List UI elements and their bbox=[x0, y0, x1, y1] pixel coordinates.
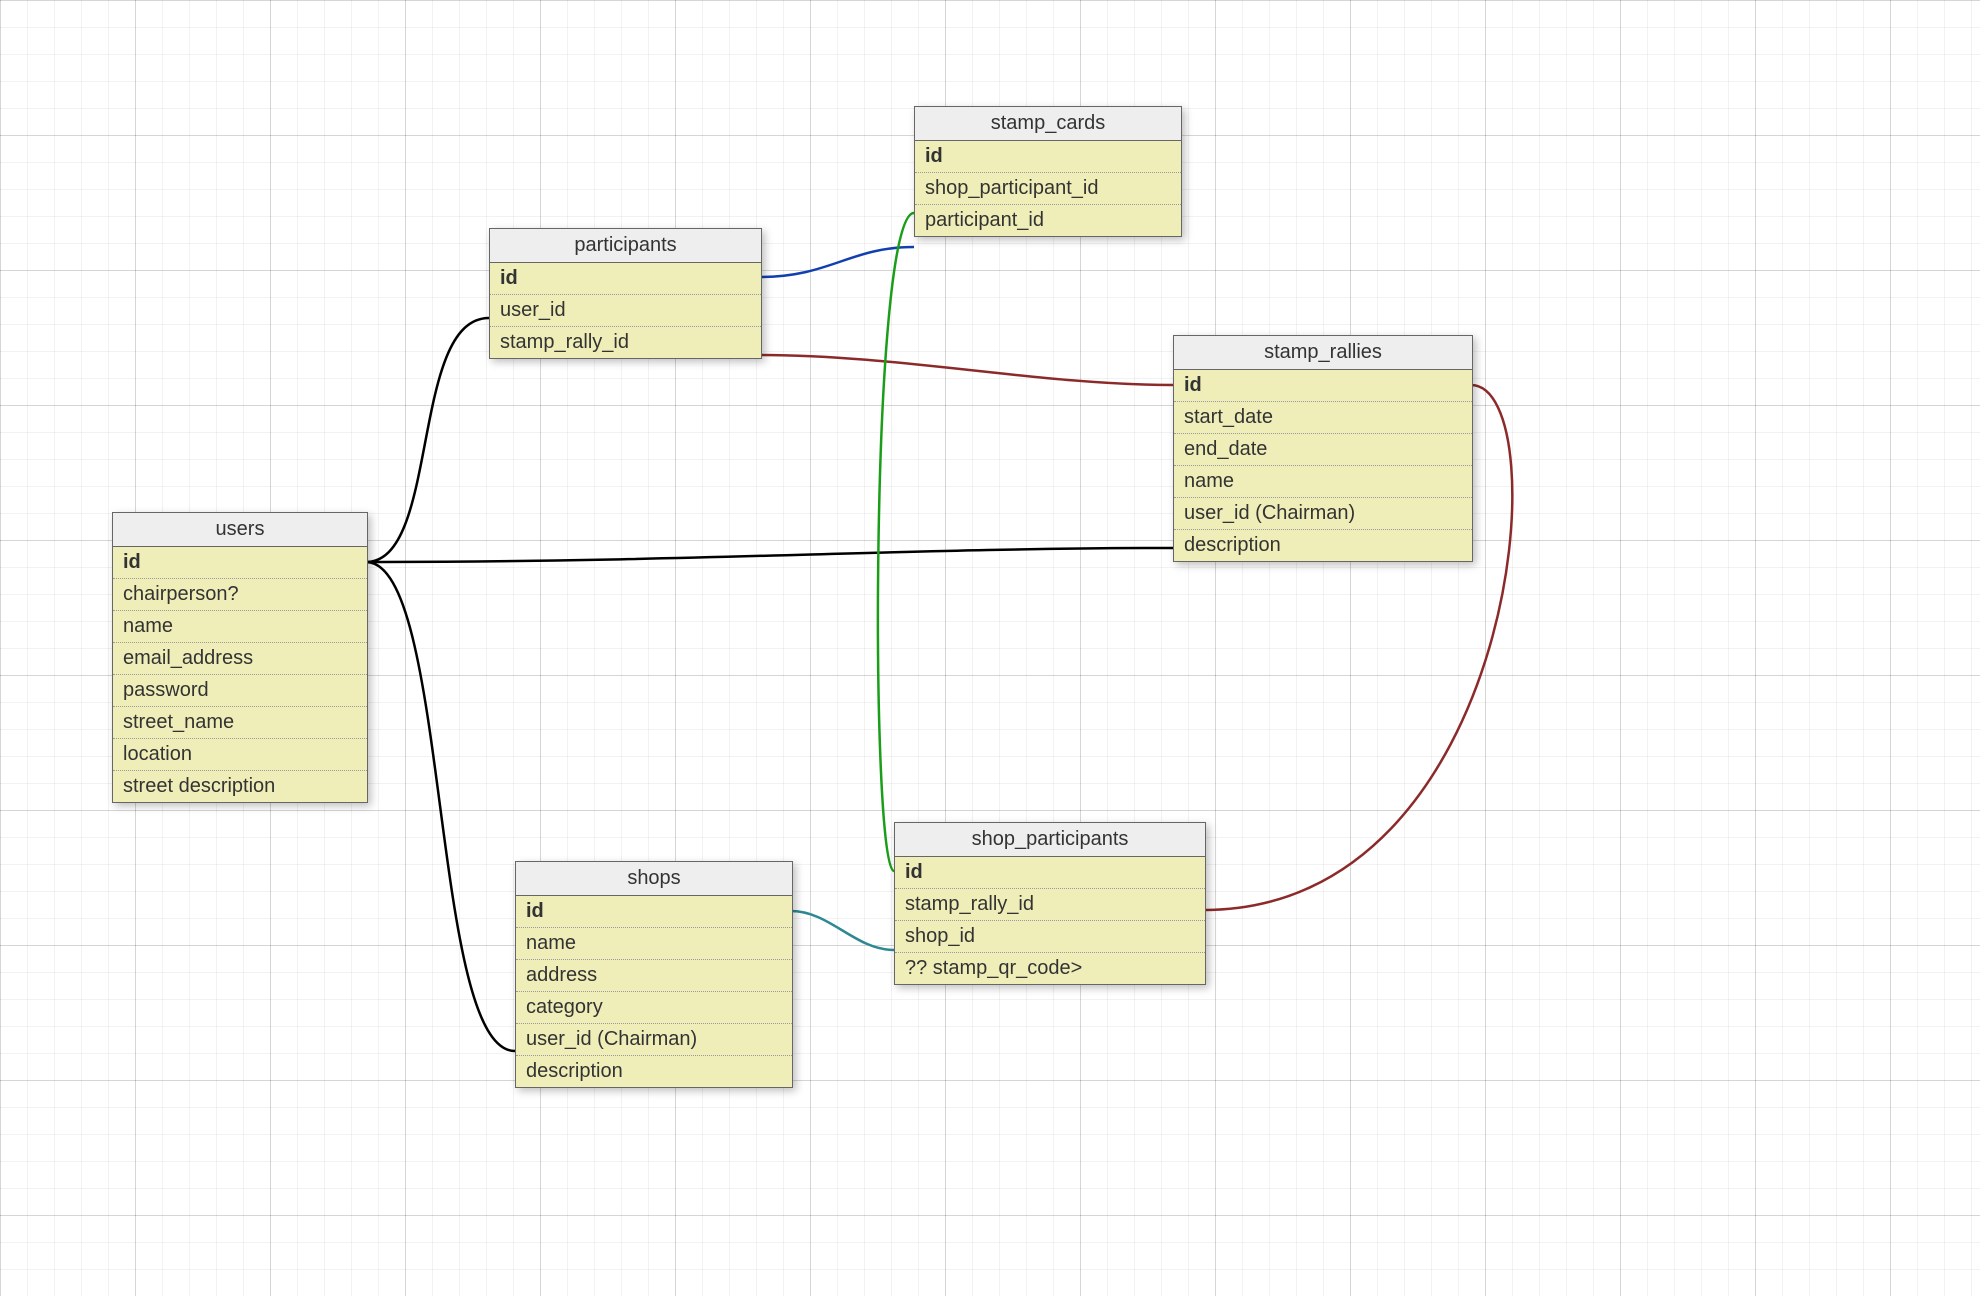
entity-body: idstart_dateend_datenameuser_id (Chairma… bbox=[1174, 370, 1472, 561]
field-users-7: street description bbox=[113, 771, 367, 802]
field-users-0: id bbox=[113, 547, 367, 579]
entity-title: users bbox=[113, 513, 367, 547]
field-shop_participants-2: shop_id bbox=[895, 921, 1205, 953]
field-users-2: name bbox=[113, 611, 367, 643]
entity-title: shop_participants bbox=[895, 823, 1205, 857]
entity-users[interactable]: usersidchairperson?nameemail_addresspass… bbox=[112, 512, 368, 803]
field-shop_participants-1: stamp_rally_id bbox=[895, 889, 1205, 921]
entity-stamp_cards[interactable]: stamp_cardsidshop_participant_idparticip… bbox=[914, 106, 1182, 237]
field-participants-2: stamp_rally_id bbox=[490, 327, 761, 358]
entity-body: iduser_idstamp_rally_id bbox=[490, 263, 761, 358]
field-shops-5: description bbox=[516, 1056, 792, 1087]
field-users-6: location bbox=[113, 739, 367, 771]
entity-body: idchairperson?nameemail_addresspasswords… bbox=[113, 547, 367, 802]
entity-title: stamp_rallies bbox=[1174, 336, 1472, 370]
entity-shops[interactable]: shopsidnameaddresscategoryuser_id (Chair… bbox=[515, 861, 793, 1088]
entity-shop_participants[interactable]: shop_participantsidstamp_rally_idshop_id… bbox=[894, 822, 1206, 985]
field-stamp_rallies-5: description bbox=[1174, 530, 1472, 561]
field-stamp_rallies-2: end_date bbox=[1174, 434, 1472, 466]
field-shop_participants-0: id bbox=[895, 857, 1205, 889]
entity-stamp_rallies[interactable]: stamp_ralliesidstart_dateend_datenameuse… bbox=[1173, 335, 1473, 562]
field-shops-2: address bbox=[516, 960, 792, 992]
field-shops-3: category bbox=[516, 992, 792, 1024]
field-shop_participants-3: ?? stamp_qr_code> bbox=[895, 953, 1205, 984]
field-shops-0: id bbox=[516, 896, 792, 928]
field-users-5: street_name bbox=[113, 707, 367, 739]
field-stamp_cards-2: participant_id bbox=[915, 205, 1181, 236]
field-stamp_rallies-1: start_date bbox=[1174, 402, 1472, 434]
entity-title: shops bbox=[516, 862, 792, 896]
field-users-3: email_address bbox=[113, 643, 367, 675]
field-participants-0: id bbox=[490, 263, 761, 295]
entity-body: idshop_participant_idparticipant_id bbox=[915, 141, 1181, 236]
field-stamp_rallies-0: id bbox=[1174, 370, 1472, 402]
field-shops-1: name bbox=[516, 928, 792, 960]
entity-participants[interactable]: participantsiduser_idstamp_rally_id bbox=[489, 228, 762, 359]
field-shops-4: user_id (Chairman) bbox=[516, 1024, 792, 1056]
entity-body: idstamp_rally_idshop_id?? stamp_qr_code> bbox=[895, 857, 1205, 984]
field-stamp_rallies-4: user_id (Chairman) bbox=[1174, 498, 1472, 530]
entity-title: participants bbox=[490, 229, 761, 263]
field-stamp_cards-0: id bbox=[915, 141, 1181, 173]
field-stamp_rallies-3: name bbox=[1174, 466, 1472, 498]
field-users-1: chairperson? bbox=[113, 579, 367, 611]
field-users-4: password bbox=[113, 675, 367, 707]
entity-body: idnameaddresscategoryuser_id (Chairman)d… bbox=[516, 896, 792, 1087]
field-participants-1: user_id bbox=[490, 295, 761, 327]
entity-title: stamp_cards bbox=[915, 107, 1181, 141]
diagram-canvas: usersidchairperson?nameemail_addresspass… bbox=[0, 0, 1980, 1296]
field-stamp_cards-1: shop_participant_id bbox=[915, 173, 1181, 205]
